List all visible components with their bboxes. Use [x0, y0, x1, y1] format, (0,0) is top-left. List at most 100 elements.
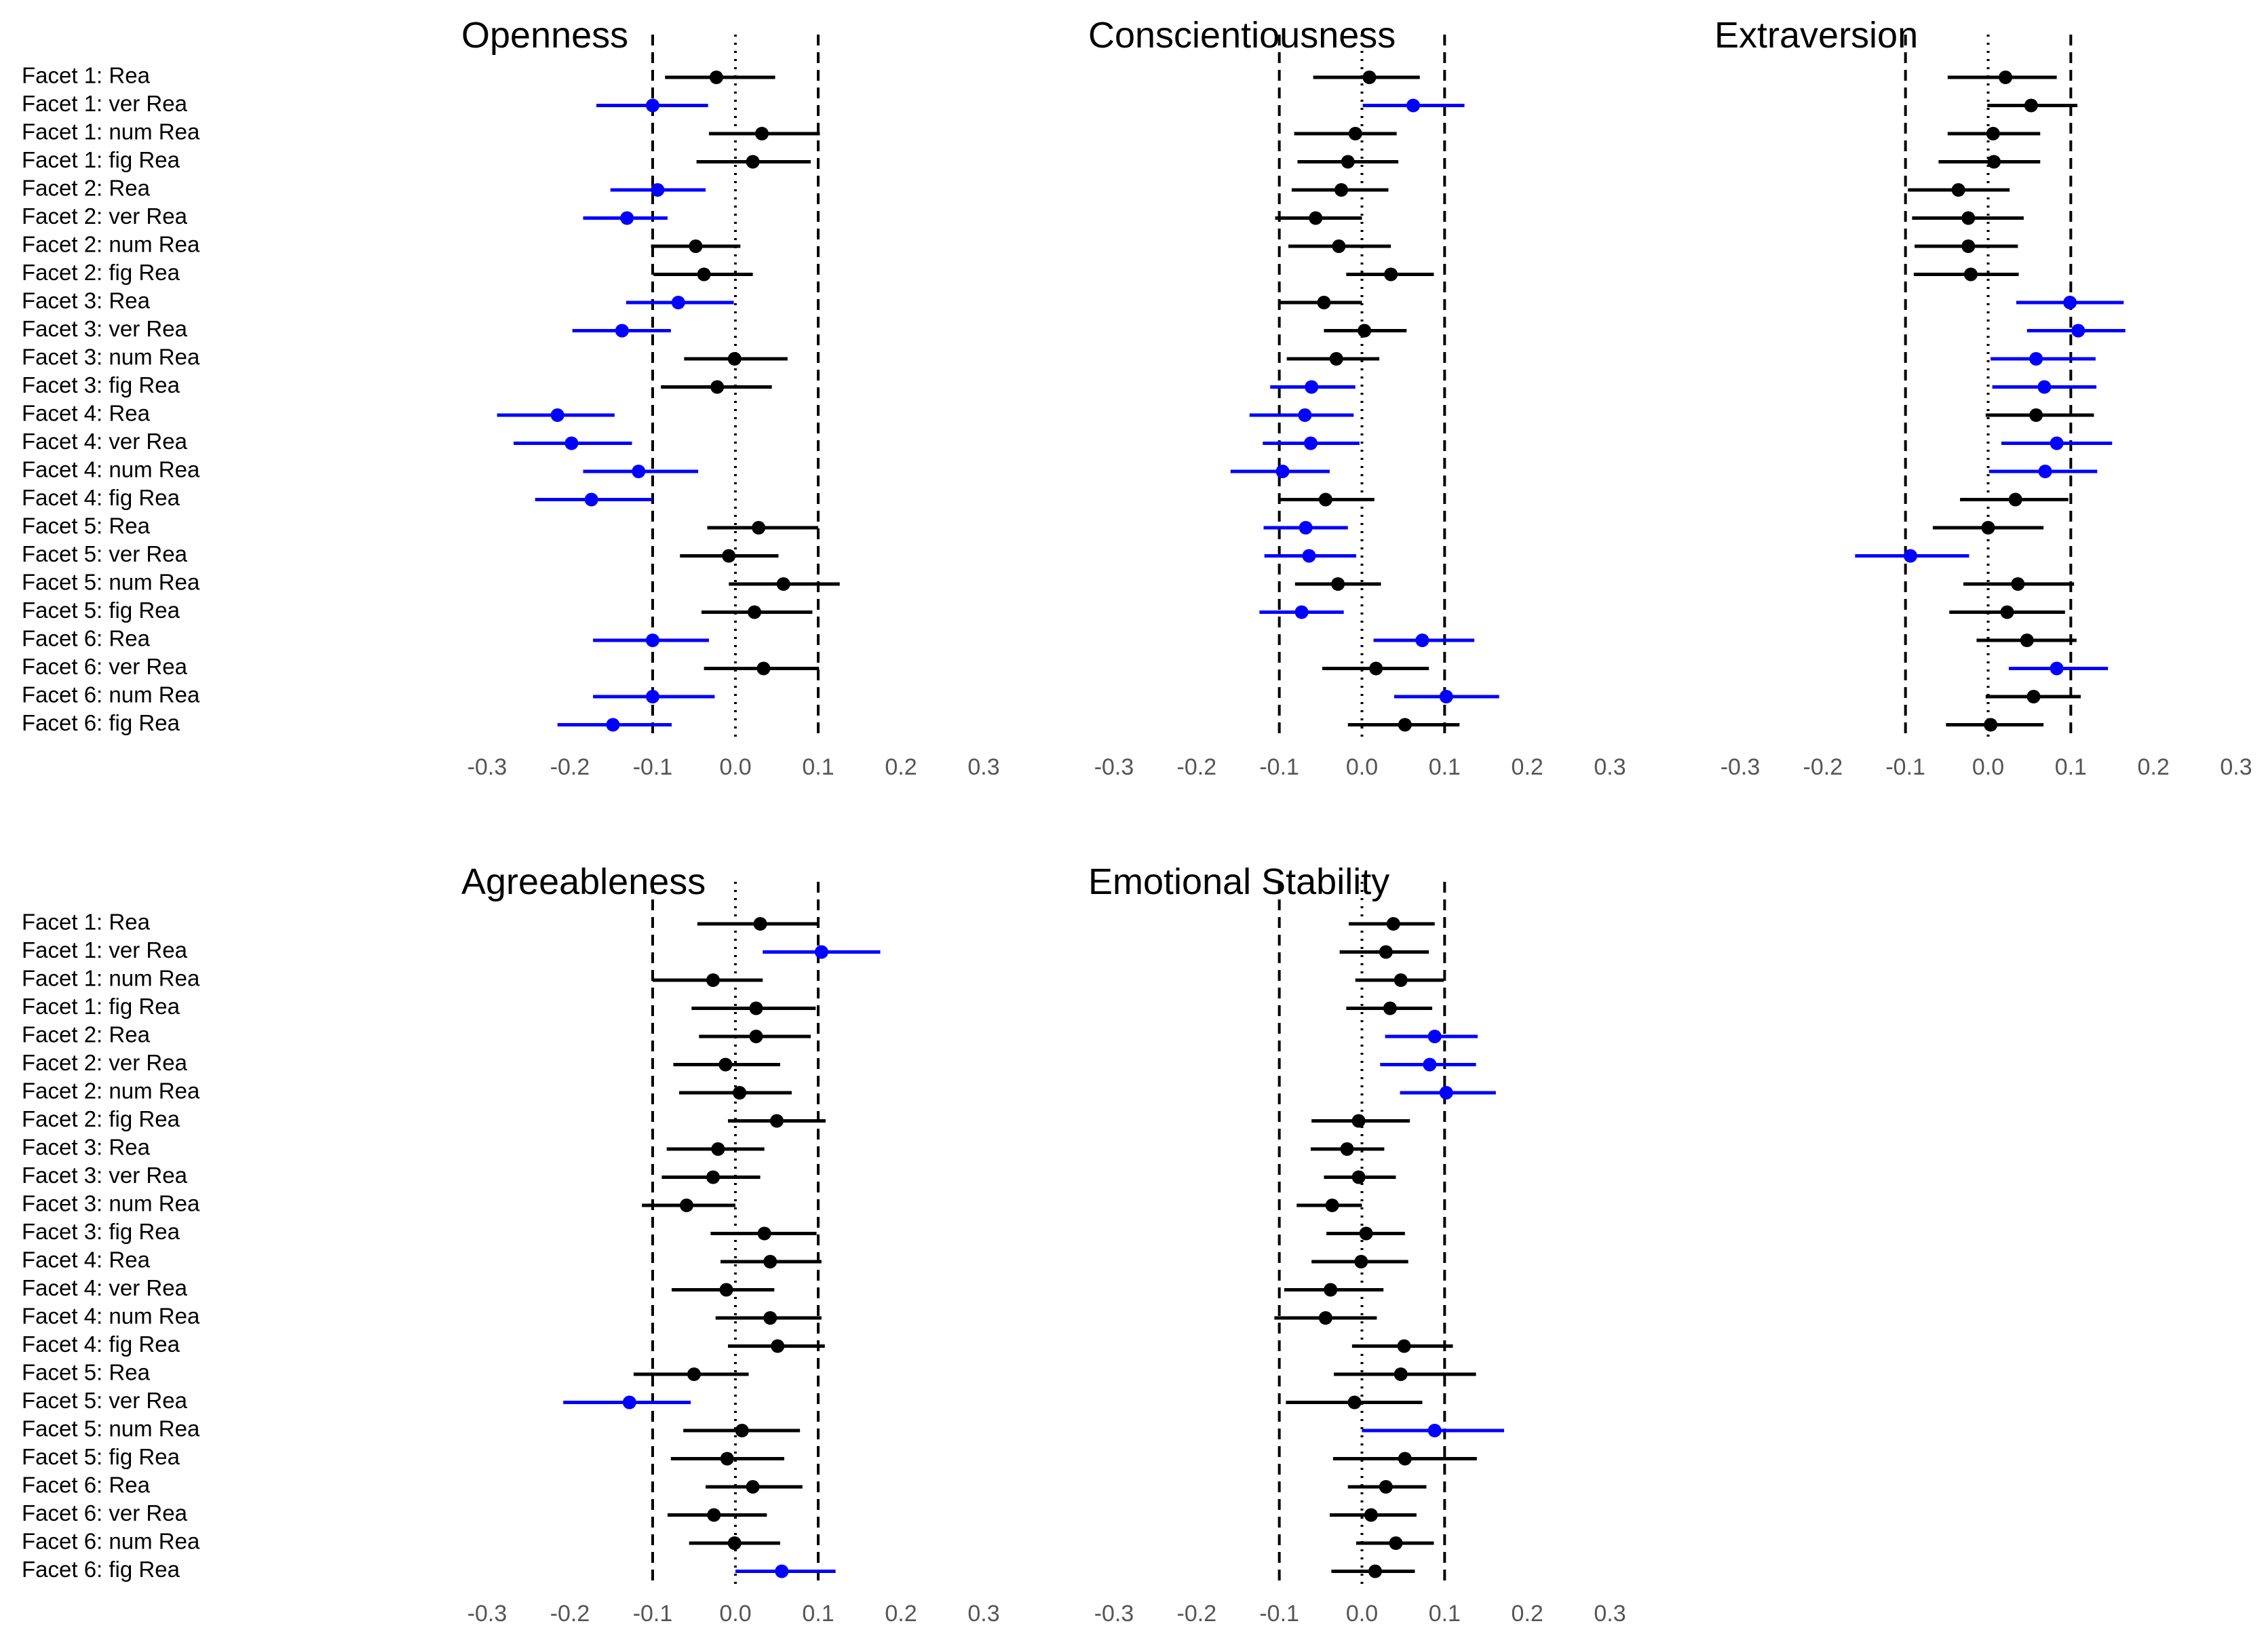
point-estimate — [1379, 1480, 1393, 1494]
point-estimate — [1305, 380, 1319, 394]
point-estimate — [733, 1086, 747, 1100]
x-tick-label: -0.1 — [1259, 1601, 1299, 1627]
point-estimate — [746, 1480, 760, 1494]
facet-label-facet-4-num-rea: Facet 4: num Rea — [22, 457, 200, 482]
x-tick-label: -0.3 — [1094, 754, 1134, 780]
point-estimate — [1303, 436, 1318, 450]
conscientiousness-panel: Conscientiousness -0.3 -0.2 -0.1 0.0 0.1 0.2 0.… — [1088, 15, 1626, 780]
point-estimate — [775, 1564, 789, 1578]
facet-label-facet-3-num-rea: Facet 3: num Rea — [22, 1191, 200, 1216]
facet-label-facet-4-ver-rea: Facet 4: ver Rea — [22, 429, 188, 454]
point-estimate — [2020, 634, 2034, 647]
facet-label-facet-3-fig-rea: Facet 3: fig Rea — [22, 372, 180, 397]
point-estimate — [814, 945, 828, 959]
point-estimate — [1961, 211, 1976, 225]
point-estimate — [1415, 634, 1429, 647]
point-estimate — [1325, 1199, 1339, 1212]
panel-title: Emotional Stability — [1088, 861, 1389, 902]
x-tick-label: 0.1 — [2055, 754, 2087, 780]
point-estimate — [1369, 661, 1383, 676]
point-estimate — [1334, 183, 1349, 197]
point-estimate — [632, 465, 646, 478]
facet-label-facet-1-rea: Facet 1: Rea — [22, 63, 151, 88]
facet-label-facet-6-fig-rea: Facet 6: fig Rea — [22, 1557, 180, 1582]
facet-label-facet-6-rea: Facet 6: Rea — [22, 1473, 151, 1498]
point-estimate — [1364, 1508, 1378, 1522]
point-estimate — [735, 1424, 749, 1437]
point-estimate — [1398, 1452, 1412, 1466]
x-tick-label: 0.3 — [1594, 1601, 1626, 1627]
point-estimate — [746, 155, 760, 169]
x-tick-label: 0.1 — [802, 1601, 834, 1627]
point-estimate — [687, 1367, 701, 1381]
point-estimate — [748, 605, 762, 619]
point-estimate — [1302, 549, 1316, 563]
point-estimate — [1351, 1170, 1366, 1184]
point-estimate — [1406, 98, 1421, 113]
x-tick-label: -0.2 — [550, 754, 590, 780]
facet-label-facet-2-ver-rea: Facet 2: ver Rea — [22, 1050, 188, 1075]
point-estimate — [2050, 661, 2064, 676]
x-tick-label: 0.0 — [719, 754, 751, 780]
point-estimate — [709, 71, 723, 84]
point-estimate — [1309, 211, 1323, 225]
point-estimate — [1347, 1395, 1362, 1410]
facet-label-facet-2-fig-rea: Facet 2: fig Rea — [22, 260, 180, 285]
emotional-stability-panel: Emotional Stability -0.3 -0.2 -0.1 0.0 0.1 0.2… — [1088, 861, 1626, 1627]
agreeableness-panel: Agreeableness -0.3 -0.2 -0.1 0.0 0.1 0.2 0.3 — [461, 861, 1000, 1627]
x-tick-label: -0.2 — [1803, 754, 1843, 780]
point-estimate — [1903, 549, 1917, 563]
point-estimate — [680, 1199, 694, 1212]
facet-label-facet-2-ver-rea: Facet 2: ver Rea — [22, 203, 188, 229]
point-estimate — [1397, 1339, 1411, 1353]
panel-title: Extraversion — [1714, 15, 1918, 56]
point-estimate — [2026, 690, 2041, 703]
x-tick-label: -0.3 — [1721, 754, 1761, 780]
facet-label-facet-2-fig-rea: Facet 2: fig Rea — [22, 1106, 180, 1131]
point-estimate — [1298, 408, 1312, 422]
point-estimate — [1999, 71, 2013, 84]
facet-label-facet-1-rea: Facet 1: Rea — [22, 910, 151, 935]
point-estimate — [755, 127, 769, 140]
facet-label-facet-1-num-rea: Facet 1: num Rea — [22, 119, 200, 144]
facet-label-facet-4-rea: Facet 4: Rea — [22, 401, 151, 426]
facet-label-facet-2-rea: Facet 2: Rea — [22, 176, 151, 201]
point-estimate — [622, 1395, 636, 1410]
x-tick-label: -0.2 — [1177, 754, 1217, 780]
point-estimate — [1383, 1001, 1397, 1015]
point-estimate — [763, 1255, 777, 1268]
point-estimate — [615, 324, 629, 338]
x-tick-label: 0.1 — [1429, 1601, 1461, 1627]
facet-label-facet-4-rea: Facet 4: Rea — [22, 1247, 151, 1272]
facet-label-facet-6-ver-rea: Facet 6: ver Rea — [22, 1500, 188, 1526]
facet-label-facet-3-rea: Facet 3: Rea — [22, 288, 151, 313]
point-estimate — [749, 1030, 763, 1043]
point-estimate — [1423, 1057, 1437, 1072]
point-estimate — [1379, 945, 1393, 959]
point-estimate — [1398, 718, 1412, 732]
point-estimate — [707, 1508, 721, 1522]
facet-label-facet-1-ver-rea: Facet 1: ver Rea — [22, 937, 188, 963]
point-estimate — [1358, 324, 1372, 338]
point-estimate — [718, 1057, 733, 1072]
x-tick-label: 0.2 — [2138, 754, 2170, 780]
facet-label-facet-5-rea: Facet 5: Rea — [22, 1360, 151, 1385]
point-estimate — [1394, 973, 1408, 987]
point-estimate — [1294, 605, 1309, 619]
point-estimate — [584, 492, 598, 507]
point-estimate — [1331, 577, 1345, 591]
facet-label-facet-2-num-rea: Facet 2: num Rea — [22, 1079, 200, 1104]
x-tick-label: 0.1 — [1429, 754, 1461, 780]
point-estimate — [1317, 296, 1331, 309]
facet-label-facet-6-num-rea: Facet 6: num Rea — [22, 682, 200, 707]
point-estimate — [722, 549, 736, 563]
facet-label-facet-1-num-rea: Facet 1: num Rea — [22, 966, 200, 991]
point-estimate — [1275, 465, 1290, 478]
point-estimate — [752, 521, 766, 535]
point-estimate — [606, 718, 620, 732]
point-estimate — [646, 690, 659, 703]
point-estimate — [646, 634, 659, 647]
facet-label-facet-5-num-rea: Facet 5: num Rea — [22, 570, 200, 595]
x-tick-label: 0.2 — [1512, 1601, 1543, 1627]
